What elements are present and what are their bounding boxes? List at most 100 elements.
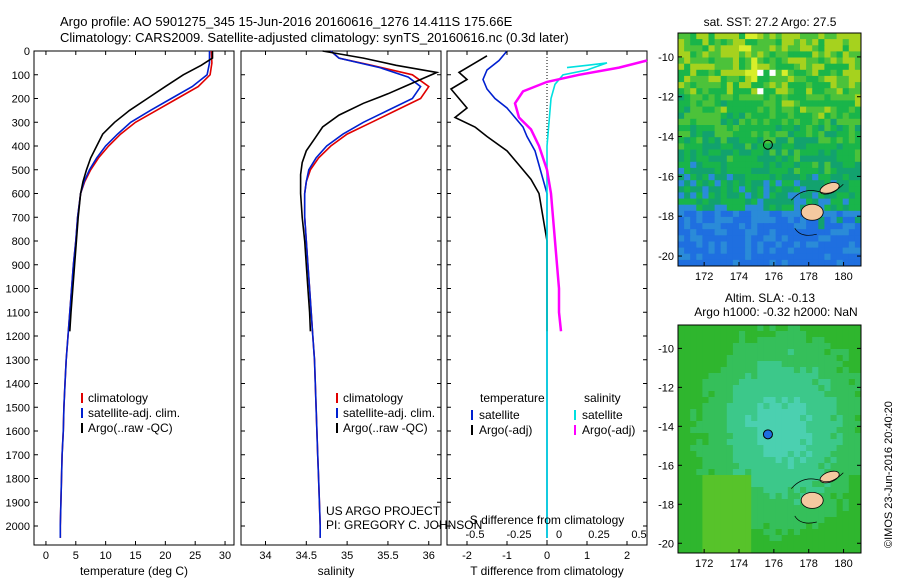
x-tick-label: 5 [73,550,79,562]
legend-label: Argo(..raw -QC) [343,421,428,435]
x-tick-label: 36 [423,550,435,562]
lon-tick-label: 178 [800,271,818,283]
x-tick-label: 30 [219,550,231,562]
x-tick-label: 35 [341,550,353,562]
salinity-panel: 34 34.5 35 35.5 36 salinity climatologysatel… [240,50,442,578]
series-line-s-argo [513,59,648,332]
temperature-panel: 0100200300400500600700800900100011001200… [6,46,235,578]
depth-tick-label: 1800 [6,474,30,486]
depth-tick-label: 200 [12,94,30,106]
legend-label: Argo(-adj) [582,423,635,437]
legend-label: satellite-adj. clim. [343,406,435,420]
depth-tick-label: 1500 [6,402,30,414]
sst-map-title: sat. SST: 27.2 Argo: 27.5 [704,15,837,29]
lat-tick-label: -16 [658,171,674,183]
lat-tick-label: -14 [658,132,674,144]
legend-label: climatology [343,391,403,405]
series-line-argo [69,51,214,332]
sla-map-subtitle: Argo h1000: -0.32 h2000: NaN [694,305,857,319]
x-tick-label: 10 [100,550,112,562]
lat-tick-label: -14 [658,421,674,433]
x-tick-label: 35.5 [377,550,398,562]
lon-tick-label: 172 [695,271,713,283]
depth-tick-label: 500 [12,165,30,177]
depth-tick-label: 1300 [6,355,30,367]
lat-tick-label: -16 [658,460,674,472]
lon-tick-label: 174 [730,271,748,283]
series-line-s-satellite [546,62,608,538]
depth-tick-label: 1200 [6,331,30,343]
lon-tick-label: 176 [765,558,783,570]
argo-position-marker [762,429,773,440]
depth-tick-label: 1400 [6,379,30,391]
depth-tick-label: 1000 [6,284,30,296]
depth-tick-label: 400 [12,141,30,153]
depth-tick-label: 1600 [6,426,30,438]
x-tick-label: 25 [189,550,201,562]
depth-tick-label: 100 [12,70,30,82]
legend-label: Argo(-adj) [479,423,532,437]
lat-tick-label: -18 [658,211,674,223]
x-tick-label: 0 [544,550,550,562]
lon-tick-label: 176 [765,271,783,283]
header-line2: Climatology: CARS2009. Satellite-adjuste… [60,30,569,45]
x-tick-label: 34 [259,550,271,562]
difference-xlabel-top: S difference from climatology [470,513,625,527]
island-viti-levu [800,203,824,221]
argo-position-marker [762,139,773,150]
lat-tick-label: -10 [658,343,674,355]
sla-map: Altim. SLA: -0.13 Argo h1000: -0.32 h200… [658,291,862,570]
x-tick-label: 20 [159,550,171,562]
series-line-t-argo [449,55,548,332]
legend-label: climatology [88,391,148,405]
legend-header-temperature: temperature [480,391,545,405]
x-tick-label: -2 [462,550,472,562]
depth-tick-label: 1900 [6,497,30,509]
s-tick-label: 0.25 [588,529,609,541]
depth-tick-label: 1100 [6,307,30,319]
legend-label: satellite [582,408,623,422]
s-tick-label: 0.5 [631,529,646,541]
island-viti-levu [800,491,824,509]
sla-map-title: Altim. SLA: -0.13 [725,291,815,305]
x-tick-label: 1 [584,550,590,562]
legend-label: satellite-adj. clim. [88,406,180,420]
temperature-xlabel: temperature (deg C) [80,564,188,578]
credit-stamp: ©IMOS 23-Jun-2016 20:40:20 [883,401,895,548]
depth-tick-label: 600 [12,189,30,201]
depth-tick-label: 1700 [6,450,30,462]
sst-map: sat. SST: 27.2 Argo: 27.5 -10 -12 -14 -16 -1… [658,15,862,283]
lon-tick-label: 174 [730,558,748,570]
salinity-xlabel: salinity [318,564,355,578]
legend-label: satellite [479,408,520,422]
lon-tick-label: 180 [834,271,852,283]
lon-tick-label: 178 [800,558,818,570]
lat-tick-label: -20 [658,538,674,550]
series-line-satellite [303,50,422,538]
s-tick-label: -0.5 [466,529,485,541]
difference-xlabel: T difference from climatology [470,564,624,578]
depth-tick-label: 2000 [6,521,30,533]
lon-tick-label: 180 [834,558,852,570]
credit-project: US ARGO PROJECT [326,504,441,518]
x-tick-label: 2 [624,550,630,562]
difference-panel: -2 -1 0 1 2 -0.5 -0.25 0 0.25 0.5 T difference fr… [446,50,648,578]
header-line1: Argo profile: AO 5901275_345 15-Jun-2016… [60,14,513,29]
x-tick-label: 34.5 [296,550,317,562]
lat-tick-label: -12 [658,382,674,394]
x-tick-label: 0 [43,550,49,562]
s-tick-label: 0 [556,529,562,541]
legend-header-salinity: salinity [584,391,621,405]
x-tick-label: 15 [129,550,141,562]
depth-tick-label: 0 [24,46,30,58]
lon-tick-label: 172 [695,558,713,570]
legend-label: Argo(..raw -QC) [88,421,173,435]
lat-tick-label: -20 [658,251,674,263]
lat-tick-label: -12 [658,92,674,104]
series-line-argo [299,50,440,332]
x-tick-label: -1 [502,550,512,562]
depth-tick-label: 300 [12,117,30,129]
credit-pi: PI: GREGORY C. JOHNSON [326,518,482,532]
lat-tick-label: -18 [658,499,674,511]
